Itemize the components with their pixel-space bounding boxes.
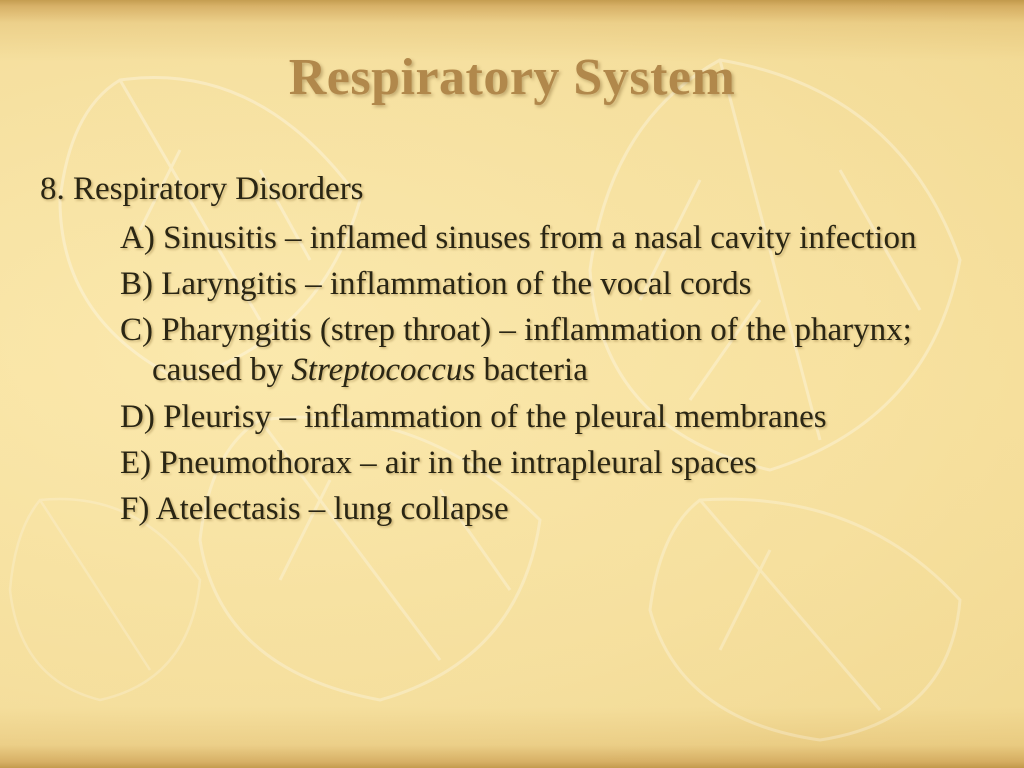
item-text: Atelectasis – lung collapse xyxy=(156,491,509,527)
item-label: C) xyxy=(120,312,161,348)
section-heading: 8. Respiratory Disorders xyxy=(40,170,964,210)
slide-content: 8. Respiratory Disorders A) Sinusitis – … xyxy=(40,170,964,535)
item-text-em: Streptococcus xyxy=(291,352,475,388)
list-item: E) Pneumothorax – air in the intrapleura… xyxy=(80,443,964,483)
list-item: C) Pharyngitis (strep throat) – inflamma… xyxy=(80,310,964,391)
slide: Respiratory System 8. Respiratory Disord… xyxy=(0,0,1024,768)
item-text: Pneumothorax – air in the intrapleural s… xyxy=(159,445,756,481)
list-item: A) Sinusitis – inflamed sinuses from a n… xyxy=(80,218,964,258)
item-label: B) xyxy=(120,266,161,302)
item-text: Pleurisy – inflammation of the pleural m… xyxy=(163,399,827,435)
list-item: B) Laryngitis – inflammation of the voca… xyxy=(80,264,964,304)
item-label: A) xyxy=(120,220,163,256)
item-text-post: bacteria xyxy=(475,352,588,388)
list-item: F) Atelectasis – lung collapse xyxy=(80,489,964,529)
slide-title: Respiratory System xyxy=(0,48,1024,107)
item-label: F) xyxy=(120,491,156,527)
item-text: Laryngitis – inflammation of the vocal c… xyxy=(161,266,751,302)
list-item: D) Pleurisy – inflammation of the pleura… xyxy=(80,397,964,437)
item-label: E) xyxy=(120,445,159,481)
item-text: Sinusitis – inflamed sinuses from a nasa… xyxy=(163,220,916,256)
item-label: D) xyxy=(120,399,163,435)
